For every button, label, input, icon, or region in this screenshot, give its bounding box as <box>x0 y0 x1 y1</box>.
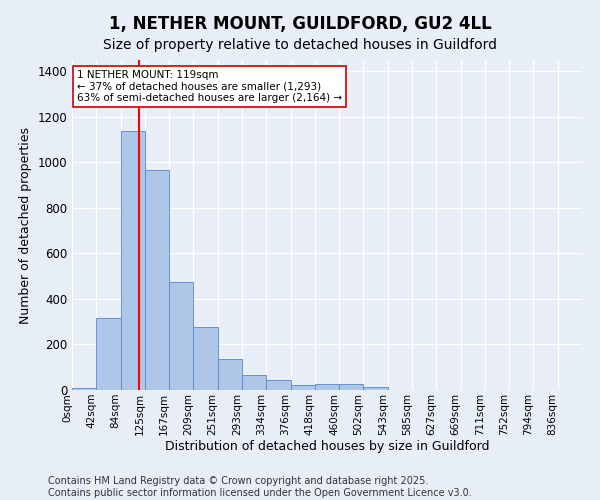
Text: 1, NETHER MOUNT, GUILDFORD, GU2 4LL: 1, NETHER MOUNT, GUILDFORD, GU2 4LL <box>109 15 491 33</box>
Bar <box>169 282 193 390</box>
Bar <box>72 388 96 390</box>
Bar <box>339 384 364 390</box>
Text: 1 NETHER MOUNT: 119sqm
← 37% of detached houses are smaller (1,293)
63% of semi-: 1 NETHER MOUNT: 119sqm ← 37% of detached… <box>77 70 342 103</box>
Bar <box>315 384 339 390</box>
X-axis label: Distribution of detached houses by size in Guildford: Distribution of detached houses by size … <box>165 440 489 454</box>
Bar <box>266 380 290 390</box>
Bar <box>121 130 145 390</box>
Bar <box>364 386 388 390</box>
Bar <box>96 318 121 390</box>
Bar <box>218 360 242 390</box>
Y-axis label: Number of detached properties: Number of detached properties <box>19 126 32 324</box>
Bar <box>290 386 315 390</box>
Text: Size of property relative to detached houses in Guildford: Size of property relative to detached ho… <box>103 38 497 52</box>
Bar <box>145 170 169 390</box>
Text: Contains HM Land Registry data © Crown copyright and database right 2025.
Contai: Contains HM Land Registry data © Crown c… <box>48 476 472 498</box>
Bar <box>242 375 266 390</box>
Bar <box>193 328 218 390</box>
